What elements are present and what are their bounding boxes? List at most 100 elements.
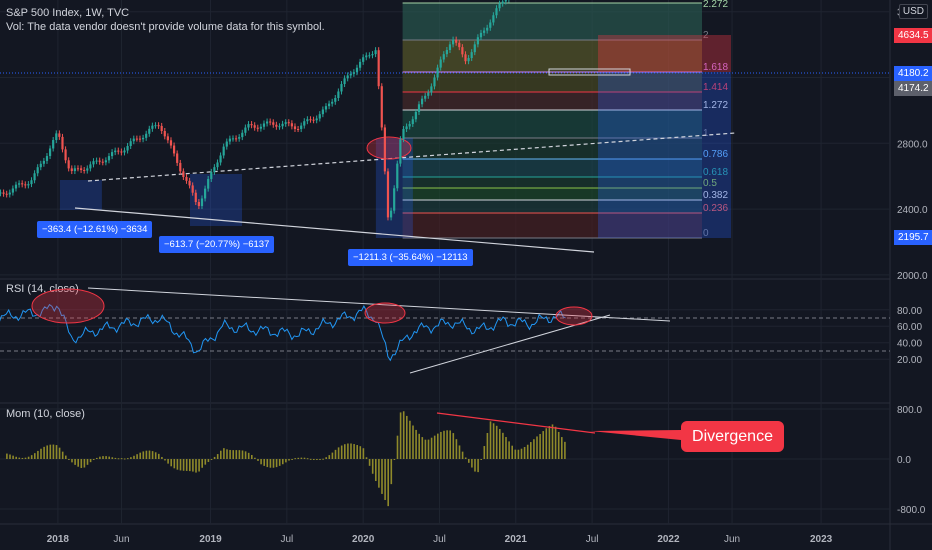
momentum-bar [449,430,451,459]
momentum-bar [235,450,238,459]
fib-level-label: 1.414 [703,82,728,93]
price-candle [296,129,300,131]
price-candle [455,39,458,43]
momentum-bar [27,456,30,459]
price-candle [114,150,117,153]
momentum-bar [89,459,92,463]
momentum-bar [158,453,160,459]
price-candle [225,141,228,147]
price-candle [486,27,489,31]
measure-label-2020[interactable]: −1211.3 (−35.64%) −12113 [348,249,473,266]
price-candle [101,161,104,163]
price-candle [17,183,21,185]
fib-level-label: 0 [703,228,709,239]
price-tick-label: 2800.0 [897,139,928,150]
price-candle [200,198,204,207]
fib-level-label: 0.236 [703,203,728,214]
price-candle [430,86,433,93]
momentum-bar [21,457,24,459]
fib-zone [402,92,702,110]
momentum-bar [133,455,135,459]
momentum-bar [266,459,269,468]
currency-badge[interactable]: USD [898,4,928,19]
price-candle [14,184,18,189]
price-candle [79,168,83,170]
momentum-bar [142,451,145,459]
momentum-bar [384,459,386,500]
price-candle [172,145,176,154]
price-candle [163,131,166,137]
measure-label-2018[interactable]: −363.4 (−12.61%) −3634 [37,221,153,238]
momentum-bar [15,456,17,459]
momentum-bar [303,457,306,459]
price-candle [160,125,163,132]
divergence-callout[interactable]: Divergence [681,421,784,452]
price-candle [120,151,123,153]
momentum-bar [477,459,479,473]
momentum-bar [254,457,256,459]
price-candle [135,138,138,140]
momentum-bar [399,412,402,459]
momentum-bar [241,450,244,459]
momentum-bar [542,431,544,459]
price-candle [290,123,293,127]
price-tick-label: 2400.0 [897,205,928,216]
momentum-bar [387,459,389,507]
price-candle [324,106,328,110]
momentum-bar [223,448,225,459]
momentum-bar [71,459,73,463]
rsi-tick-label: 20.00 [897,355,922,366]
momentum-bar [409,420,411,459]
price-candle [48,148,52,157]
price-candle [269,121,272,123]
momentum-bar [412,425,414,459]
momentum-bar [415,429,417,459]
price-candle [482,30,486,33]
momentum-bar [52,444,55,459]
price-candle [244,127,247,133]
fib-zone [402,138,702,159]
momentum-bar [483,446,486,459]
momentum-bar [297,457,300,459]
momentum-bar [291,459,293,460]
fib-zone [402,213,702,238]
momentum-bar [325,457,327,459]
x-tick-label: 2021 [505,534,528,545]
momentum-bar [145,450,148,459]
x-tick-label: Jul [280,534,293,545]
price-candle [365,55,368,58]
price-candle [399,139,402,164]
price-candle [107,156,111,161]
momentum-bar [319,459,321,460]
momentum-bar [99,456,101,459]
price-candle [39,163,42,168]
price-candle [473,44,476,53]
momentum-bar [455,439,458,459]
momentum-bar [368,459,371,466]
price-candle [42,160,45,164]
mom-tick-label: -800.0 [897,505,926,516]
price-candle [389,210,393,218]
momentum-bar [260,459,262,465]
price-candle [458,42,461,48]
momentum-bar [207,459,210,462]
price-candle [67,160,70,169]
momentum-bar [365,457,368,459]
price-candle [95,160,98,162]
price-candle [501,1,504,4]
price-candle [141,137,145,140]
x-tick-label: Jul [586,534,599,545]
price-candle [247,124,250,128]
momentum-bar [396,435,399,459]
measure-label-2018-q4[interactable]: −613.7 (−20.77%) −6137 [159,236,275,253]
price-candle [377,50,380,87]
price-candle [321,109,324,115]
momentum-bar [182,459,185,471]
momentum-bar [421,437,424,459]
price-candle [259,126,262,129]
momentum-bar [130,457,132,459]
momentum-bar [502,432,504,459]
price-candle [213,167,216,172]
momentum-bar [179,459,182,471]
